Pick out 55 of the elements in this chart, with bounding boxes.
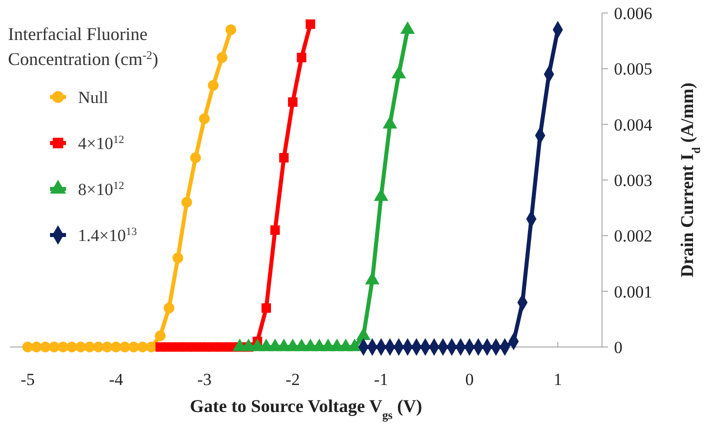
point (182, 342, 192, 352)
point (40, 342, 51, 352)
point (261, 303, 271, 313)
point (31, 342, 42, 352)
y-tick-label: 0.005 (614, 60, 652, 79)
legend-title: Interfacial Fluorine Concentration (cm$^{-2}$) (8, 24, 158, 69)
point (102, 342, 113, 352)
point (155, 342, 165, 352)
legend-label: 1.4×10$^{13}$ (78, 226, 138, 245)
point (84, 342, 95, 352)
point (66, 342, 78, 352)
point (58, 342, 68, 352)
legend-label: 8×10$^{12}$ (78, 180, 124, 199)
x-tick-label: 0 (465, 370, 474, 389)
point (296, 52, 306, 62)
point (270, 225, 280, 235)
point (208, 342, 218, 352)
y-tick-label: 0.006 (614, 4, 652, 23)
y-tick-label: 0 (614, 338, 622, 357)
y-tick-label: 0.001 (614, 282, 652, 302)
point (146, 342, 157, 352)
point (200, 342, 210, 352)
point (172, 252, 184, 264)
point (173, 342, 183, 352)
x-axis-title: Gate to Source Voltage V$_{gs}$ (V) (190, 396, 422, 422)
point (22, 342, 34, 352)
point (226, 24, 236, 36)
x-tick-label: 1 (554, 370, 562, 389)
point (164, 302, 174, 314)
point (288, 97, 298, 107)
point (208, 80, 219, 91)
point (199, 113, 210, 124)
point (93, 342, 104, 352)
x-tick-label: -5 (20, 370, 35, 389)
point (110, 342, 122, 352)
point (181, 196, 192, 208)
point (48, 342, 60, 352)
legend-label: Null (78, 88, 108, 107)
point (279, 152, 289, 162)
y-tick-label: 0.004 (614, 115, 653, 134)
point (154, 330, 166, 342)
point (306, 19, 316, 29)
point (120, 342, 130, 352)
point (137, 342, 148, 352)
x-tick-label: -2 (286, 370, 300, 389)
y-tick-label: 0.002 (614, 226, 652, 246)
legend-label: 4×10$^{12}$ (78, 134, 124, 153)
x-tick-label: -3 (197, 370, 212, 389)
point (190, 152, 201, 164)
y-tick-label: 0.003 (614, 171, 652, 190)
point (75, 342, 86, 352)
point (128, 342, 140, 352)
x-tick-label: -1 (374, 370, 388, 389)
point (216, 52, 228, 63)
x-tick-label: -4 (108, 370, 124, 389)
